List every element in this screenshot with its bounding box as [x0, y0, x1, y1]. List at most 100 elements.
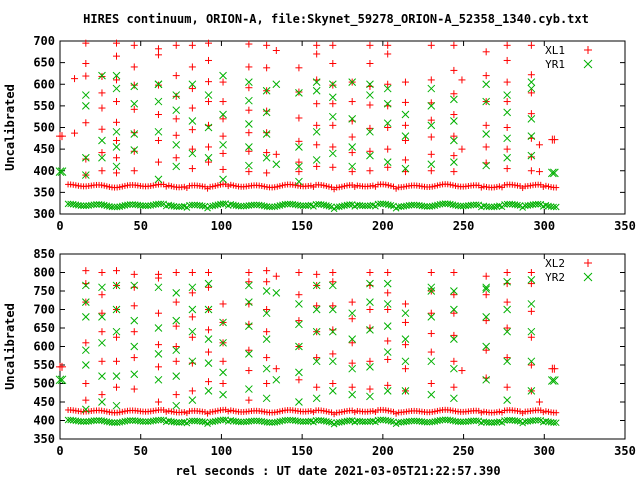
data-point: [450, 168, 458, 176]
data-point: [188, 117, 197, 125]
marker-stroke: [262, 130, 271, 138]
data-point: [312, 357, 321, 366]
marker-stroke: [328, 419, 335, 426]
data-point: [328, 305, 337, 314]
data-point: [348, 335, 357, 343]
data-point: [450, 291, 458, 299]
marker-stroke: [383, 279, 392, 288]
marker-stroke: [219, 368, 227, 377]
x-tick-label: 350: [614, 444, 636, 458]
marker-stroke: [57, 375, 67, 385]
data-point: [482, 291, 490, 299]
baseline-point: [449, 417, 457, 425]
marker-stroke: [172, 288, 181, 297]
data-point: [81, 171, 90, 179]
marker-stroke: [245, 96, 253, 105]
marker-stroke: [427, 84, 436, 93]
data-point: [295, 88, 303, 96]
baseline-point: [297, 202, 304, 209]
marker-stroke: [527, 151, 536, 160]
baseline-point: [457, 418, 465, 426]
baseline-point: [338, 202, 346, 210]
data-point: [295, 177, 303, 186]
baseline-point: [284, 200, 291, 208]
marker-stroke: [93, 201, 100, 208]
marker-stroke: [98, 313, 106, 321]
marker-stroke: [121, 202, 129, 209]
data-point: [366, 147, 374, 155]
data-point: [401, 341, 409, 349]
data-point: [204, 335, 213, 343]
data-point: [527, 71, 535, 79]
baseline-point: [165, 182, 172, 189]
baseline-point: [227, 200, 235, 208]
baseline-point: [273, 202, 281, 210]
marker-stroke: [383, 84, 392, 93]
baseline-point: [258, 182, 265, 189]
baseline-point: [126, 201, 134, 208]
baseline-point: [369, 182, 376, 189]
baseline-point: [284, 416, 291, 424]
marker-stroke: [272, 288, 281, 297]
legend-label-xl1: XL1: [545, 44, 565, 57]
data-point: [401, 309, 410, 318]
data-point: [348, 298, 356, 306]
data-point: [348, 364, 357, 373]
marker-stroke: [142, 418, 149, 426]
data-point: [113, 76, 120, 84]
marker-stroke: [434, 201, 441, 209]
data-point: [130, 146, 139, 154]
data-point: [204, 153, 213, 162]
baseline-point: [276, 408, 283, 415]
marker-stroke: [55, 375, 65, 385]
marker-stroke: [364, 202, 372, 210]
marker-stroke: [130, 146, 139, 154]
data-point: [172, 343, 180, 350]
marker-stroke: [116, 418, 124, 426]
marker-stroke: [583, 272, 593, 282]
baseline-point: [336, 184, 343, 191]
data-point: [205, 143, 213, 151]
baseline-point: [485, 419, 493, 426]
data-point: [427, 116, 435, 124]
data-point: [172, 322, 180, 330]
marker-stroke: [441, 416, 449, 424]
baseline-point: [408, 201, 415, 209]
marker-stroke: [395, 203, 403, 211]
marker-stroke: [112, 84, 121, 93]
data-point: [383, 158, 392, 166]
marker-stroke: [258, 417, 266, 425]
baseline-point: [325, 202, 333, 210]
baseline-point: [553, 409, 560, 416]
data-point: [245, 96, 253, 105]
baseline-point: [214, 201, 222, 209]
baseline-point: [165, 407, 172, 414]
calibration-point: [550, 168, 559, 178]
marker-stroke: [482, 342, 491, 351]
marker-stroke: [320, 417, 328, 425]
baseline-band-xl1: [56, 132, 560, 193]
data-point: [219, 140, 227, 149]
data-point: [154, 283, 163, 292]
baseline-point: [547, 418, 555, 426]
data-point: [384, 80, 392, 88]
baseline-point: [155, 200, 162, 208]
data-point: [245, 40, 253, 48]
marker-stroke: [503, 200, 511, 208]
baseline-point: [519, 410, 526, 417]
marker-stroke: [157, 416, 165, 424]
data-point: [204, 387, 213, 395]
marker-stroke: [188, 305, 197, 314]
marker-stroke: [328, 112, 337, 121]
marker-stroke: [583, 59, 593, 69]
data-point: [348, 143, 357, 151]
marker-stroke: [361, 202, 369, 210]
marker-stroke: [230, 417, 237, 425]
marker-stroke: [299, 418, 307, 425]
data-point: [450, 309, 458, 317]
data-point: [328, 387, 337, 395]
marker-stroke: [408, 201, 415, 209]
baseline-point: [395, 203, 403, 211]
marker-stroke: [377, 200, 384, 208]
data-point: [329, 278, 337, 286]
